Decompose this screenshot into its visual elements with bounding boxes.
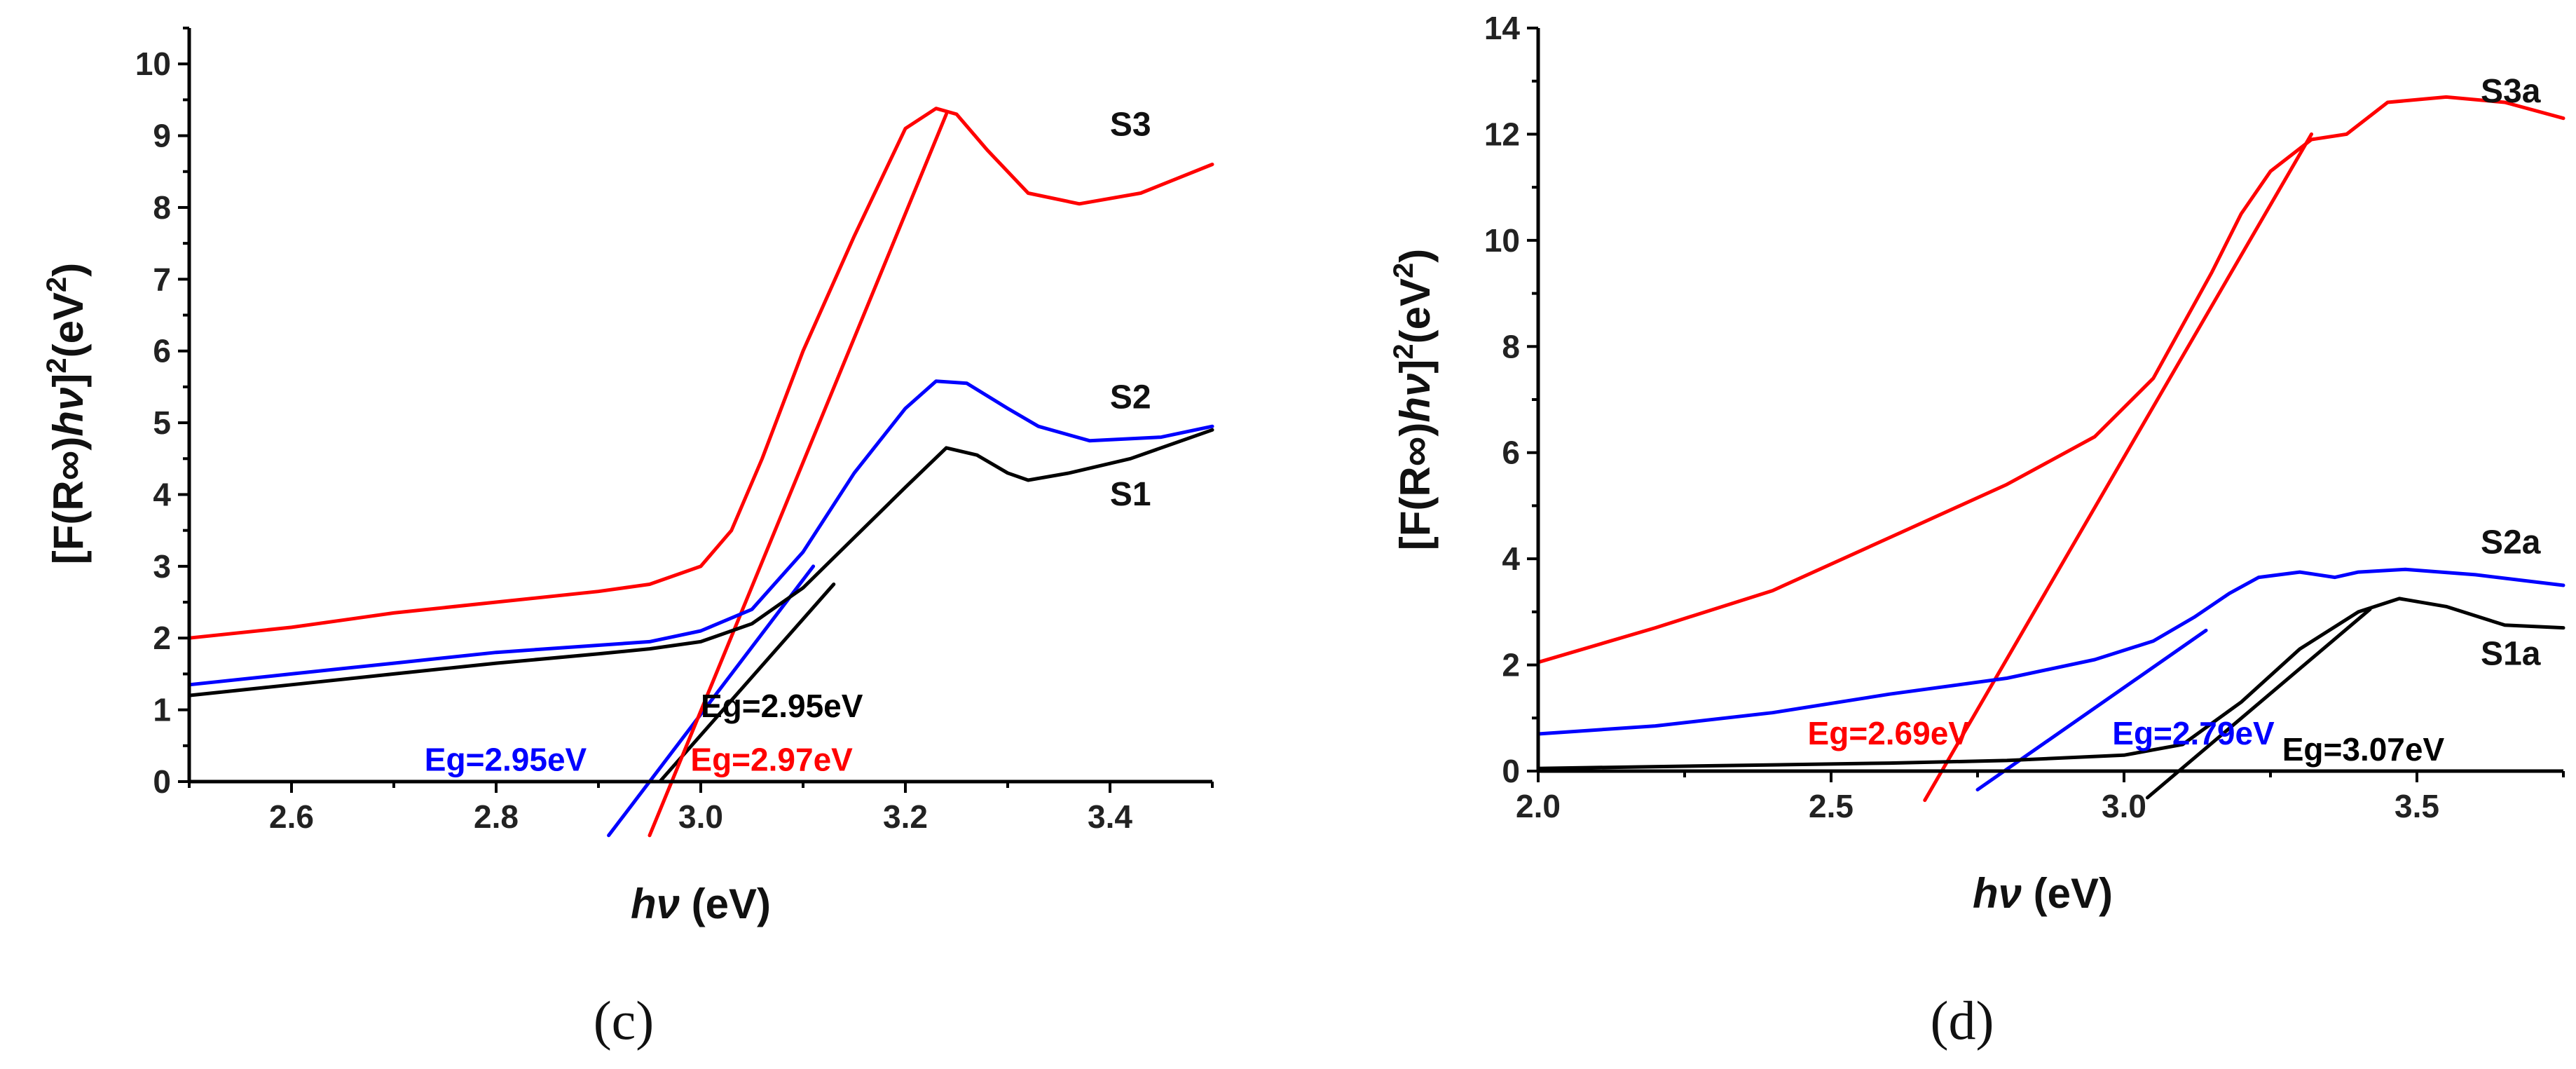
series-label-s1: S1 [1110, 476, 1151, 513]
y-tick-label: 1 [153, 692, 171, 728]
y-tick-label: 10 [1484, 222, 1520, 259]
series-label-s3a: S3a [2481, 73, 2541, 110]
bandgap-annotation: Eg=2.97eV [690, 742, 853, 778]
y-axis-title: [F(R∞)hν]2(eV2) [1388, 249, 1439, 551]
series-line-s3 [187, 107, 1214, 640]
x-tick-label: 3.4 [1088, 798, 1132, 835]
y-tick-label: 7 [153, 261, 171, 297]
x-tick-label: 2.6 [269, 798, 314, 835]
series-label-s3: S3 [1110, 107, 1151, 144]
y-tick-label: 3 [153, 548, 171, 585]
panel-background [0, 0, 1254, 946]
y-tick-label: 2 [1502, 647, 1520, 683]
y-tick-label: 12 [1484, 116, 1520, 152]
y-tick-label: 0 [1502, 753, 1520, 789]
y-tick-label: 2 [153, 620, 171, 656]
y-tick-label: 6 [153, 333, 171, 369]
fit-line [607, 564, 816, 838]
series-line-s2a [1536, 567, 2565, 736]
y-tick-label: 8 [153, 189, 171, 226]
fit-line-group [607, 112, 948, 838]
bandgap-annotation: Eg=2.69eV [1808, 715, 1971, 751]
panel-label: (d) [1931, 990, 1994, 1051]
y-tick-label: 0 [153, 763, 171, 800]
y-tick-label: 14 [1484, 10, 1521, 46]
y-tick-label: 5 [153, 404, 171, 441]
x-axis-title: hν (eV) [631, 880, 771, 927]
series-line-s3a [1536, 95, 2565, 665]
y-tick-label: 8 [1502, 328, 1520, 365]
y-tick-label: 4 [153, 476, 171, 512]
fit-line [1923, 132, 2314, 803]
series-line-s2 [187, 379, 1214, 687]
x-tick-label: 2.8 [474, 798, 519, 835]
fit-line [648, 112, 948, 838]
tick-group [1527, 27, 2565, 782]
label-group: 2.0 2.5 3.0 3.5 0 2 4 6 8 10 12 14 S3a S2a S1a Eg=2.69e… [1484, 10, 2541, 824]
y-tick-label: 10 [135, 46, 171, 82]
fit-line-group [1923, 132, 2372, 803]
fit-line [2145, 607, 2372, 800]
curve-group [187, 107, 1214, 697]
x-axis-title: hν (eV) [1973, 870, 2113, 917]
series-label-s2a: S2a [2481, 524, 2541, 561]
y-axis-title: [F(R∞)hν]2(eV2) [41, 263, 92, 565]
x-tick-label: 2.5 [1809, 788, 1854, 824]
bandgap-annotation: Eg=3.07eV [2282, 731, 2445, 768]
curve-group [1536, 95, 2565, 770]
series-label-s1a: S1a [2481, 636, 2541, 673]
x-tick-label: 3.5 [2395, 788, 2439, 824]
x-tick-label: 2.0 [1516, 788, 1561, 824]
x-tick-label: 3.0 [678, 798, 723, 835]
bandgap-annotation: Eg=2.79eV [2112, 715, 2275, 751]
series-label-s2: S2 [1110, 379, 1151, 416]
panel-label: (c) [594, 990, 655, 1051]
fit-line [658, 582, 836, 784]
y-tick-label: 9 [153, 118, 171, 154]
label-group: 2.6 2.8 3.0 3.2 3.4 0 1 2 3 4 5 6 7 8 9 10 S3 S2 S1 Eg=2.95… [135, 46, 1151, 835]
fit-line [1975, 628, 2208, 791]
y-tick-label: 4 [1502, 540, 1520, 577]
chart-panel-c: 2.6 2.8 3.0 3.2 3.4 0 1 2 3 4 5 6 7 8 9 10 S3 S2 S1 Eg=2.95… [0, 0, 1254, 1051]
x-tick-label: 3.0 [2102, 788, 2146, 824]
chart-panel-d: 2.0 2.5 3.0 3.5 0 2 4 6 8 10 12 14 S3a S2a S1a Eg=2.69e… [1331, 0, 2576, 1051]
bandgap-annotation: Eg=2.95eV [425, 742, 587, 778]
y-tick-label: 6 [1502, 435, 1520, 471]
series-line-s1a [1536, 597, 2565, 770]
x-tick-label: 3.2 [883, 798, 928, 835]
series-line-s1 [187, 428, 1214, 697]
bandgap-annotation: Eg=2.95eV [701, 688, 863, 724]
